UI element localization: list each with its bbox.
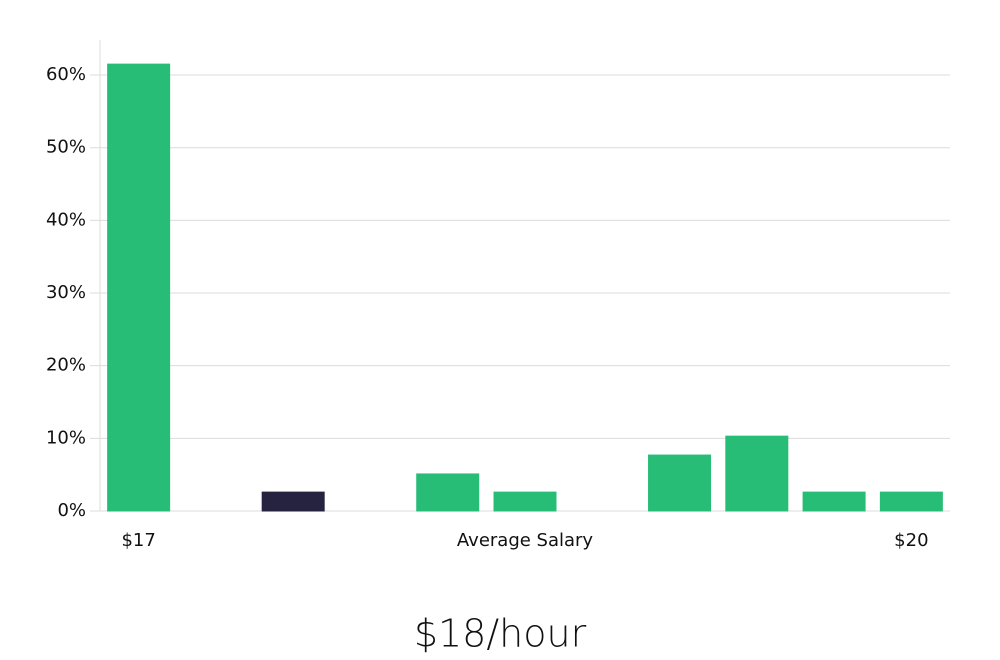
bar (802, 491, 866, 512)
bar (648, 454, 712, 512)
x-tick-label: $20 (894, 530, 928, 551)
y-tick-label: 0% (57, 500, 86, 521)
y-tick-label: 10% (46, 427, 86, 448)
salary-summary: $18/hour (414, 612, 587, 656)
y-tick-label: 60% (46, 64, 86, 85)
bar (725, 435, 789, 512)
bar (261, 491, 325, 512)
x-tick-label: $17 (121, 530, 155, 551)
bar (107, 63, 171, 512)
bar (493, 491, 557, 512)
y-tick-label: 20% (46, 355, 86, 376)
y-tick-label: 40% (46, 209, 86, 230)
bar (416, 473, 480, 512)
y-tick-label: 30% (46, 282, 86, 303)
y-tick-label: 50% (46, 137, 86, 158)
x-axis-label: Average Salary (457, 530, 594, 551)
bar (879, 491, 943, 512)
